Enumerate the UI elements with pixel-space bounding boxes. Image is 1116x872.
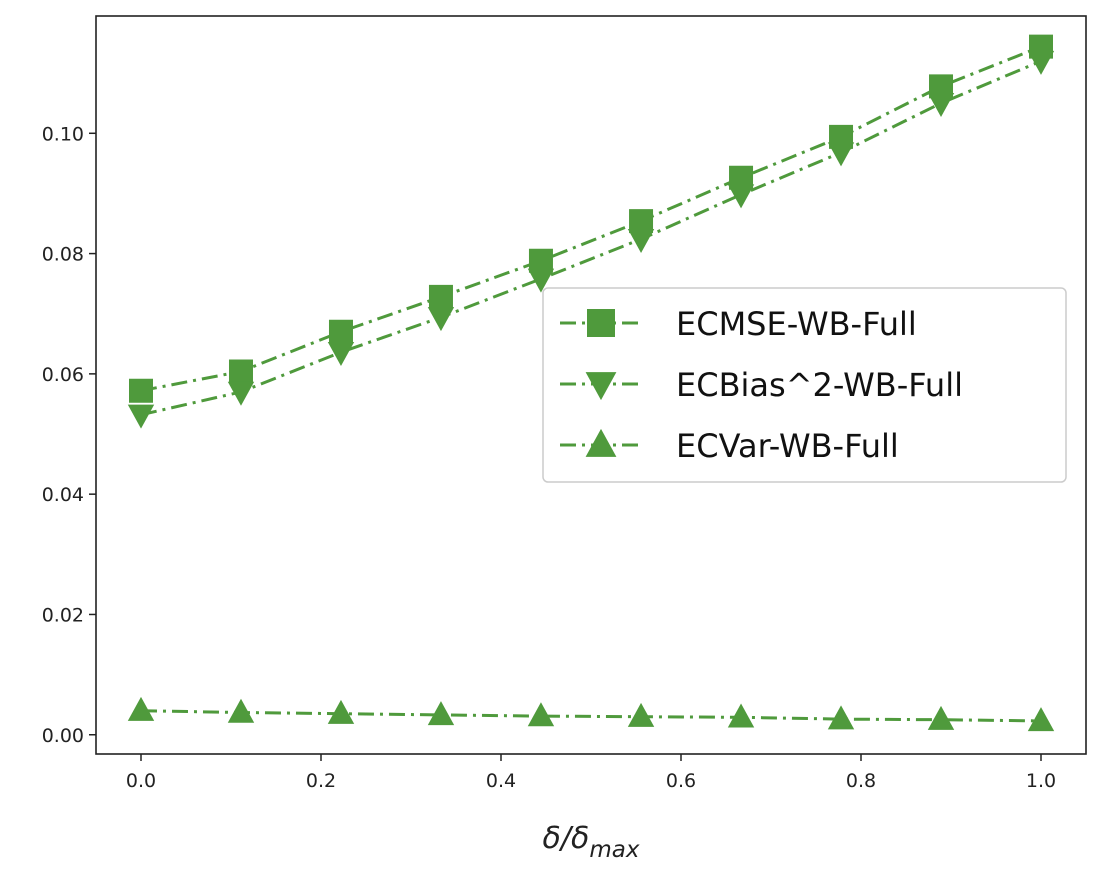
data-point-ecbias-2-wb-full-5 (627, 228, 655, 253)
data-point-ecvar-wb-full-3 (427, 701, 455, 726)
series-line-ecmse-wb-full (140, 45, 1042, 393)
legend-frame (542, 287, 1067, 483)
data-point-ecvar-wb-full-4 (527, 702, 555, 727)
data-point-ecvar-wb-full-9 (1027, 707, 1055, 732)
legend-label-ecmse-wb-full: ECMSE-WB-Full (676, 305, 917, 343)
data-point-ecvar-wb-full-0 (127, 696, 155, 721)
x-tick-label-1: 0.2 (306, 770, 336, 792)
plot-frame (95, 15, 1087, 755)
legend-marker-ecbias-2-wb-full (585, 372, 617, 401)
series-line-ecvar-wb-full (140, 709, 1042, 723)
y-tick-label-0: 0.00 (42, 725, 84, 747)
legend-marker-ecmse-wb-full (587, 309, 615, 337)
data-point-ecmse-wb-full-1 (228, 359, 253, 384)
data-point-ecbias-2-wb-full-2 (327, 342, 355, 367)
legend: ECMSE-WB-Full ECBias^2-WB-Full ECVar-WB-Fu… (542, 287, 1067, 483)
data-point-ecbias-2-wb-full-3 (427, 307, 455, 332)
data-point-ecmse-wb-full-3 (428, 284, 453, 309)
x-axis-label-subscript: max (589, 837, 639, 863)
data-point-ecbias-2-wb-full-7 (827, 142, 855, 167)
data-point-ecvar-wb-full-2 (327, 699, 355, 724)
legend-marker-ecvar-wb-full (585, 428, 617, 457)
data-point-ecbias-2-wb-full-0 (127, 404, 155, 429)
x-axis-label-main: δ/δ (543, 821, 590, 856)
data-point-ecvar-wb-full-8 (927, 705, 955, 730)
data-point-ecmse-wb-full-5 (629, 209, 654, 234)
y-tick-label-2: 0.04 (42, 484, 84, 506)
axes-layer: 0.0 0.2 0.4 0.6 0.8 1.0 0.00 0.02 0.04 0.06 0.08 0.… (42, 123, 1056, 792)
series-layer (127, 34, 1055, 732)
y-tick-label-5: 0.10 (42, 123, 84, 145)
data-point-ecmse-wb-full-2 (328, 319, 353, 344)
data-point-ecvar-wb-full-6 (727, 703, 755, 728)
x-tick-label-2: 0.4 (486, 770, 516, 792)
data-point-ecvar-wb-full-5 (627, 702, 655, 727)
data-point-ecvar-wb-full-1 (227, 698, 255, 723)
data-point-ecbias-2-wb-full-8 (927, 93, 955, 118)
y-tick-label-1: 0.02 (42, 604, 84, 626)
legend-label-ecvar-wb-full: ECVar-WB-Full (676, 427, 899, 465)
y-tick-label-4: 0.08 (42, 244, 84, 266)
data-point-ecmse-wb-full-0 (129, 378, 153, 403)
x-tick-label-0: 0.0 (126, 770, 156, 792)
legend-label-ecbias-2-wb-full: ECBias^2-WB-Full (676, 366, 963, 404)
data-point-ecmse-wb-full-8 (929, 74, 954, 99)
data-point-ecbias-2-wb-full-9 (1027, 50, 1055, 75)
x-tick-label-3: 0.6 (666, 770, 696, 792)
x-axis-label: δ/δmax (543, 821, 640, 863)
data-point-ecbias-2-wb-full-1 (227, 381, 255, 406)
series-line-ecbias-2-wb-full (140, 59, 1042, 417)
x-tick-label-4: 0.8 (846, 770, 876, 792)
data-point-ecbias-2-wb-full-6 (727, 184, 755, 209)
data-point-ecmse-wb-full-6 (729, 165, 754, 190)
data-point-ecbias-2-wb-full-4 (527, 268, 555, 293)
data-point-ecmse-wb-full-4 (528, 248, 553, 273)
y-tick-label-3: 0.06 (42, 364, 84, 386)
x-tick-label-5: 1.0 (1026, 770, 1056, 792)
data-point-ecvar-wb-full-7 (827, 705, 855, 730)
